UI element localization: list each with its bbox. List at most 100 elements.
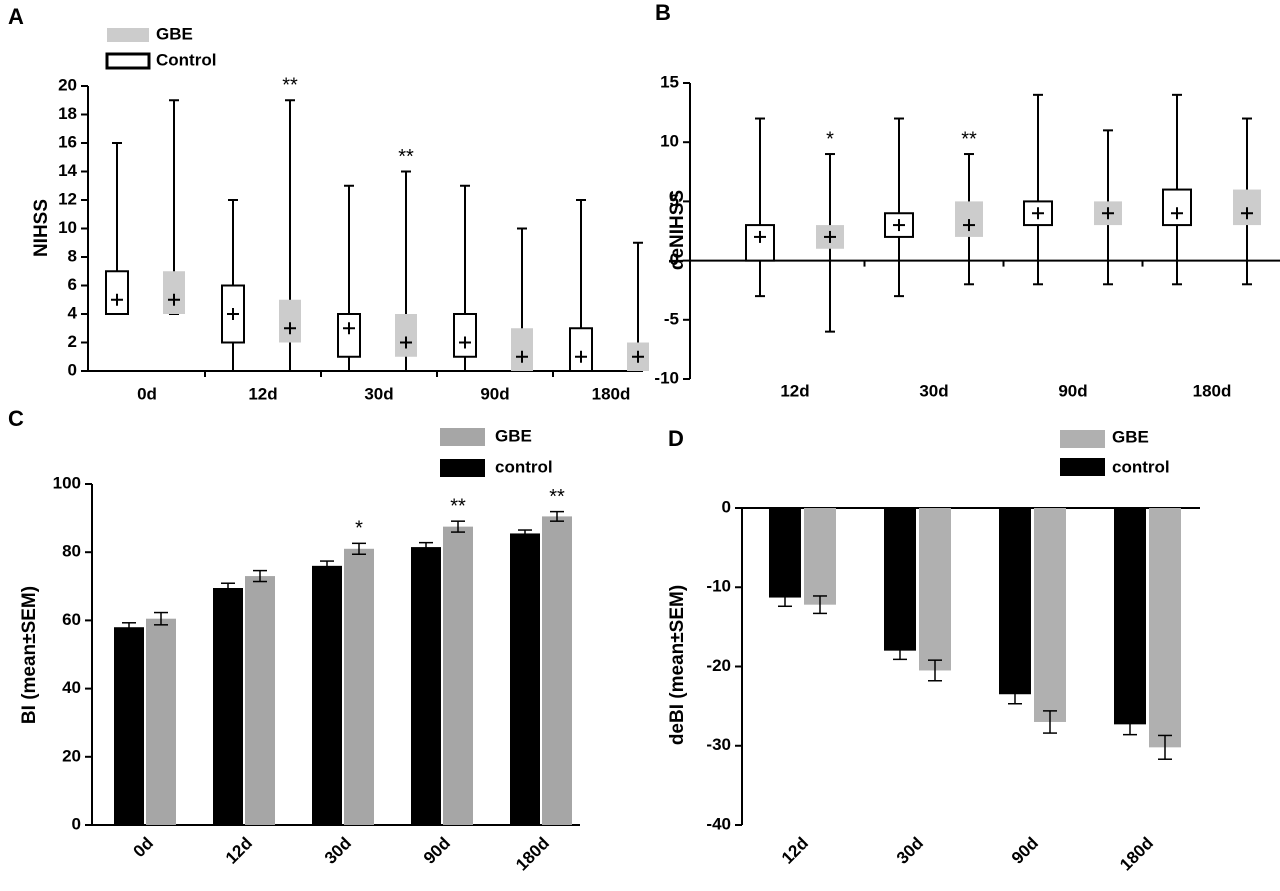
y-tick-label: 16: [58, 132, 77, 151]
x-tick-label: 90d: [480, 384, 509, 403]
x-tick-label: 12d: [778, 834, 812, 868]
y-tick-label: 8: [68, 246, 77, 265]
bar: [919, 508, 951, 671]
y-axis-label: deNIHSS: [667, 190, 688, 270]
bar: [443, 526, 473, 825]
bar: [510, 533, 540, 825]
y-axis-label: NIHSS: [31, 199, 52, 257]
bar: [1114, 508, 1146, 725]
x-tick-label: 12d: [222, 834, 256, 868]
box: [105, 270, 129, 315]
y-tick-label: 5: [670, 191, 679, 210]
box: [279, 299, 301, 343]
x-tick-label: 180d: [512, 834, 553, 875]
y-tick-label: 0: [68, 360, 77, 379]
y-tick-label: 2: [68, 332, 77, 351]
y-tick-label: 14: [58, 161, 77, 180]
y-axis-label: deBI (mean±SEM): [667, 585, 688, 745]
significance-label: **: [398, 146, 414, 168]
legend-label: GBE: [1112, 427, 1149, 446]
bar: [312, 565, 342, 825]
x-tick-label: 90d: [420, 834, 454, 868]
y-tick-label: 60: [62, 610, 81, 629]
y-tick-label: 10: [58, 218, 77, 237]
x-tick-label: 12d: [248, 384, 277, 403]
y-tick-label: 0: [670, 250, 679, 269]
panel-label: B: [655, 0, 671, 25]
box: [569, 327, 593, 372]
bar: [213, 588, 243, 825]
significance-label: **: [961, 128, 977, 150]
box: [395, 314, 417, 357]
legend-label: control: [1112, 457, 1170, 476]
legend-swatch: [107, 28, 149, 42]
x-tick-label: 0d: [130, 834, 157, 861]
y-tick-label: -5: [664, 309, 679, 328]
bar: [245, 576, 275, 825]
y-tick-label: 40: [62, 678, 81, 697]
y-tick-label: 100: [53, 473, 81, 492]
y-tick-label: 18: [58, 104, 77, 123]
x-tick-label: 30d: [893, 834, 927, 868]
x-tick-label: 90d: [1008, 834, 1042, 868]
significance-label: **: [282, 75, 298, 97]
y-tick-label: 0: [722, 497, 731, 516]
x-tick-label: 90d: [1058, 381, 1087, 400]
x-tick-label: 180d: [1116, 834, 1157, 875]
box: [453, 313, 477, 358]
bar: [146, 618, 176, 825]
y-tick-label: 0: [72, 814, 81, 833]
x-tick-label: 30d: [919, 381, 948, 400]
legend-label: control: [495, 457, 553, 476]
bar: [114, 627, 144, 825]
y-tick-label: 80: [62, 542, 81, 561]
y-tick-label: 20: [62, 746, 81, 765]
bar: [344, 548, 374, 825]
bar: [411, 547, 441, 825]
y-tick-label: -20: [706, 656, 731, 675]
x-tick-label: 12d: [780, 381, 809, 400]
panel-label: A: [8, 4, 24, 29]
significance-label: *: [826, 128, 834, 150]
x-tick-label: 180d: [1193, 381, 1232, 400]
bar: [884, 508, 916, 651]
box: [163, 271, 185, 314]
x-tick-label: 0d: [137, 384, 157, 403]
significance-label: **: [549, 486, 565, 508]
y-tick-label: 20: [58, 75, 77, 94]
y-tick-label: 10: [660, 132, 679, 151]
significance-label: *: [355, 518, 363, 540]
significance-label: **: [450, 495, 466, 517]
bar: [769, 508, 801, 598]
x-tick-label: 30d: [321, 834, 355, 868]
bar: [542, 516, 572, 825]
x-tick-label: 30d: [364, 384, 393, 403]
y-tick-label: -10: [654, 368, 679, 387]
x-tick-label: 180d: [592, 384, 631, 403]
bar: [999, 508, 1031, 695]
y-tick-label: -30: [706, 735, 731, 754]
legend-swatch: [1060, 430, 1105, 448]
legend-label: GBE: [495, 426, 532, 445]
legend-swatch: [440, 428, 485, 446]
panel-label: C: [8, 406, 24, 431]
y-tick-label: 12: [58, 189, 77, 208]
bar: [804, 508, 836, 605]
legend-swatch: [1060, 458, 1105, 476]
y-tick-label: 6: [68, 275, 77, 294]
bar: [1149, 508, 1181, 748]
bar: [1034, 508, 1066, 722]
legend-swatch: [440, 459, 485, 477]
box: [511, 328, 533, 371]
y-axis-label: BI (mean±SEM): [19, 586, 40, 724]
box: [337, 313, 361, 358]
y-tick-label: 4: [68, 303, 78, 322]
y-tick-label: 15: [660, 72, 679, 91]
y-tick-label: -10: [706, 577, 731, 596]
legend-label: Control: [156, 50, 216, 69]
legend-swatch: [105, 52, 151, 70]
legend-label: GBE: [156, 24, 193, 43]
y-tick-label: -40: [706, 814, 731, 833]
panel-label: D: [668, 426, 684, 451]
